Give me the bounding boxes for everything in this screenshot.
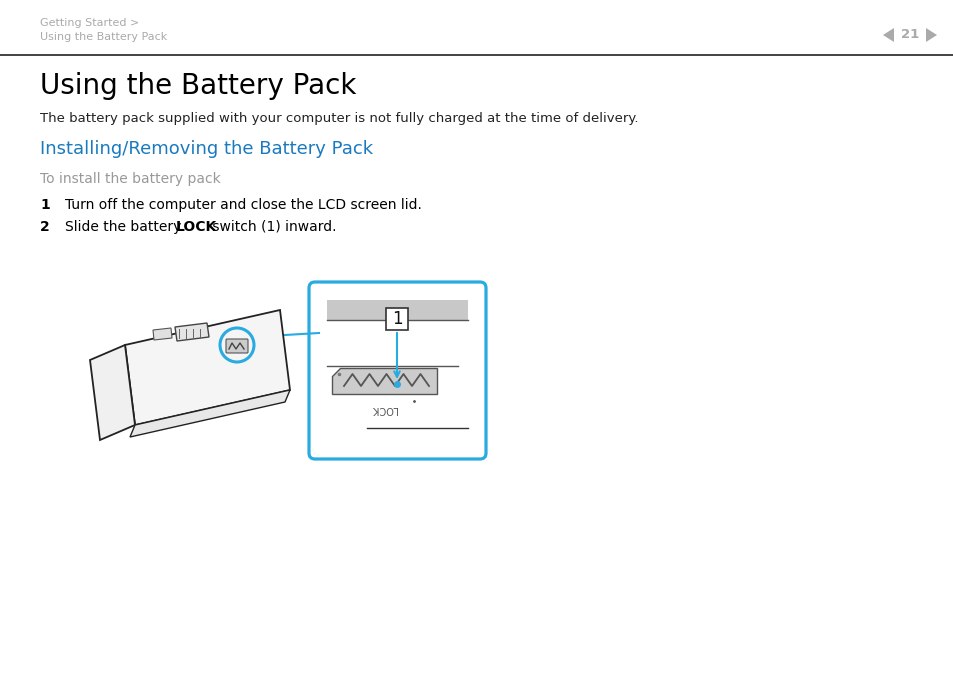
Text: switch (1) inward.: switch (1) inward. bbox=[208, 220, 336, 234]
Text: Using the Battery Pack: Using the Battery Pack bbox=[40, 32, 167, 42]
FancyBboxPatch shape bbox=[309, 282, 485, 459]
Polygon shape bbox=[130, 390, 290, 437]
Polygon shape bbox=[882, 28, 893, 42]
Text: 21: 21 bbox=[900, 28, 918, 42]
Polygon shape bbox=[332, 368, 436, 394]
Text: LOCK: LOCK bbox=[175, 220, 217, 234]
Text: Turn off the computer and close the LCD screen lid.: Turn off the computer and close the LCD … bbox=[65, 198, 421, 212]
Polygon shape bbox=[152, 328, 172, 340]
Text: 2: 2 bbox=[40, 220, 50, 234]
Text: Using the Battery Pack: Using the Battery Pack bbox=[40, 72, 356, 100]
Text: 1: 1 bbox=[392, 310, 402, 328]
Polygon shape bbox=[90, 345, 135, 440]
Polygon shape bbox=[174, 323, 209, 341]
FancyBboxPatch shape bbox=[226, 339, 248, 353]
Text: Slide the battery: Slide the battery bbox=[65, 220, 186, 234]
Text: Installing/Removing the Battery Pack: Installing/Removing the Battery Pack bbox=[40, 140, 373, 158]
Bar bbox=[327, 300, 468, 320]
Text: The battery pack supplied with your computer is not fully charged at the time of: The battery pack supplied with your comp… bbox=[40, 112, 638, 125]
Polygon shape bbox=[925, 28, 936, 42]
FancyBboxPatch shape bbox=[386, 308, 408, 330]
Text: Getting Started >: Getting Started > bbox=[40, 18, 139, 28]
Text: To install the battery pack: To install the battery pack bbox=[40, 172, 220, 186]
Text: 1: 1 bbox=[40, 198, 50, 212]
Polygon shape bbox=[125, 310, 290, 425]
Text: LOCK: LOCK bbox=[371, 404, 396, 414]
